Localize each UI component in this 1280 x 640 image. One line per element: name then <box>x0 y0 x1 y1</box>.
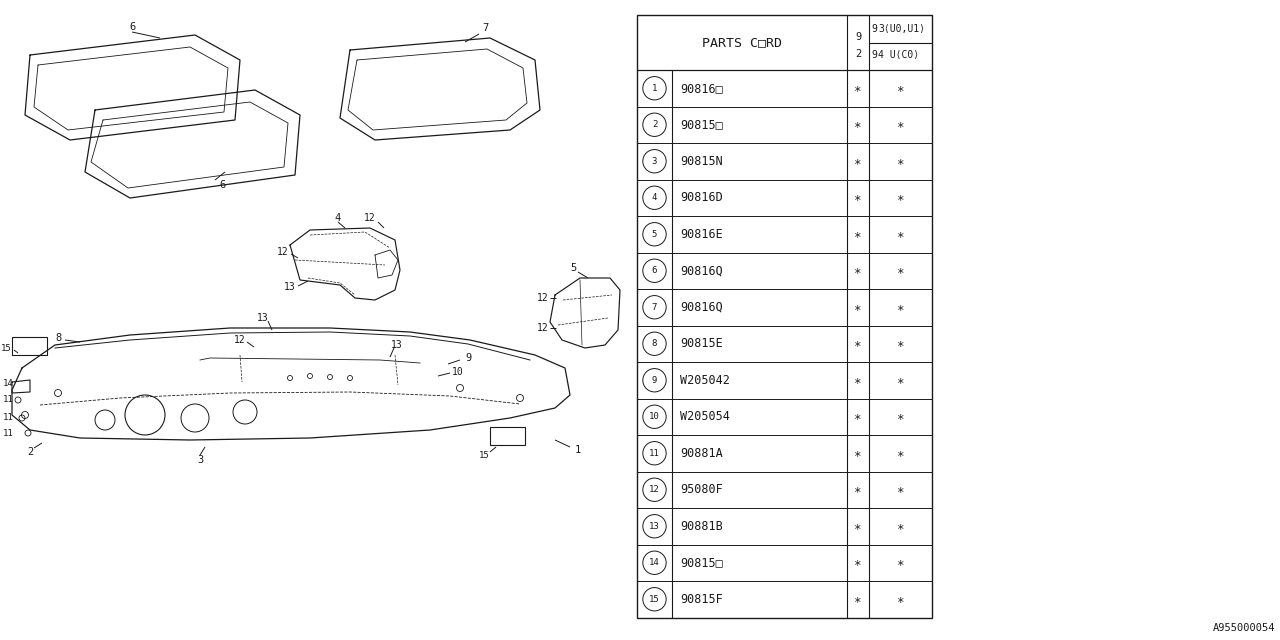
Text: 90881B: 90881B <box>680 520 723 532</box>
Text: 12: 12 <box>649 485 660 494</box>
Text: ∗: ∗ <box>897 410 904 423</box>
Text: 12: 12 <box>538 293 549 303</box>
Text: 11: 11 <box>3 429 13 438</box>
Text: ∗: ∗ <box>854 556 861 569</box>
Text: 6: 6 <box>219 180 225 190</box>
Text: ∗: ∗ <box>897 447 904 460</box>
Text: 12: 12 <box>364 213 376 223</box>
Text: 4 U⟨C0⟩: 4 U⟨C0⟩ <box>878 50 919 60</box>
Text: ∗: ∗ <box>897 118 904 131</box>
Text: 90881A: 90881A <box>680 447 723 460</box>
Text: 5: 5 <box>652 230 657 239</box>
Text: 13: 13 <box>257 313 269 323</box>
Text: ∗: ∗ <box>897 228 904 241</box>
Text: 90816Q: 90816Q <box>680 264 723 277</box>
Text: 8: 8 <box>652 339 657 348</box>
Text: 10: 10 <box>452 367 463 377</box>
Bar <box>637 15 932 618</box>
Text: 11: 11 <box>3 396 13 404</box>
Text: ∗: ∗ <box>854 264 861 277</box>
Text: 15: 15 <box>649 595 660 604</box>
Text: 15: 15 <box>0 344 12 353</box>
Text: 2: 2 <box>652 120 657 129</box>
Text: ∗: ∗ <box>854 155 861 168</box>
Text: 9: 9 <box>855 32 861 42</box>
Text: 9: 9 <box>652 376 657 385</box>
Text: ∗: ∗ <box>897 374 904 387</box>
Text: 95080F: 95080F <box>680 483 723 496</box>
Text: 14: 14 <box>3 378 13 387</box>
Text: ∗: ∗ <box>897 191 904 204</box>
Text: 9: 9 <box>870 24 877 34</box>
Text: ∗: ∗ <box>854 191 861 204</box>
Text: ∗: ∗ <box>897 337 904 350</box>
Text: 12: 12 <box>234 335 246 345</box>
Text: ∗: ∗ <box>897 520 904 532</box>
Text: 90815□: 90815□ <box>680 118 723 131</box>
Text: 90816E: 90816E <box>680 228 723 241</box>
Text: ∗: ∗ <box>854 301 861 314</box>
Text: ∗: ∗ <box>854 483 861 496</box>
Text: W205054: W205054 <box>680 410 730 423</box>
Text: ∗: ∗ <box>854 447 861 460</box>
Text: ∗: ∗ <box>854 337 861 350</box>
Text: 90816Q: 90816Q <box>680 301 723 314</box>
Text: 11: 11 <box>649 449 660 458</box>
Text: W205042: W205042 <box>680 374 730 387</box>
Text: 90815F: 90815F <box>680 593 723 605</box>
Text: ∗: ∗ <box>897 264 904 277</box>
Text: ∗: ∗ <box>854 118 861 131</box>
Text: 4: 4 <box>335 213 342 223</box>
Text: 8: 8 <box>55 333 61 343</box>
Text: 4: 4 <box>652 193 657 202</box>
Text: 13: 13 <box>649 522 660 531</box>
Text: 6: 6 <box>652 266 657 275</box>
Text: ∗: ∗ <box>897 593 904 605</box>
Text: 3: 3 <box>652 157 657 166</box>
Text: 1: 1 <box>652 84 657 93</box>
Text: ∗: ∗ <box>854 593 861 605</box>
Text: 13: 13 <box>392 340 403 350</box>
Text: 15: 15 <box>479 451 489 460</box>
Text: 7: 7 <box>481 23 488 33</box>
Bar <box>490 427 525 445</box>
Text: 90816□: 90816□ <box>680 82 723 95</box>
Text: ∗: ∗ <box>854 228 861 241</box>
Text: ∗: ∗ <box>854 410 861 423</box>
Text: 3: 3 <box>197 455 204 465</box>
Text: 12: 12 <box>278 247 289 257</box>
Text: 90815E: 90815E <box>680 337 723 350</box>
Text: 90815N: 90815N <box>680 155 723 168</box>
Text: 90816D: 90816D <box>680 191 723 204</box>
Text: 2: 2 <box>855 49 861 58</box>
Text: ∗: ∗ <box>897 155 904 168</box>
Text: 2: 2 <box>27 447 33 457</box>
Text: ∗: ∗ <box>897 301 904 314</box>
Text: 11: 11 <box>3 413 13 422</box>
Text: 7: 7 <box>652 303 657 312</box>
Text: ∗: ∗ <box>897 82 904 95</box>
Text: 6: 6 <box>129 22 136 32</box>
Text: 13: 13 <box>284 282 296 292</box>
Text: 9: 9 <box>870 50 877 60</box>
Text: 14: 14 <box>649 558 660 567</box>
Text: ∗: ∗ <box>854 82 861 95</box>
Text: PARTS C□RD: PARTS C□RD <box>701 36 782 49</box>
Text: ∗: ∗ <box>897 556 904 569</box>
Text: ∗: ∗ <box>897 483 904 496</box>
Text: A955000054: A955000054 <box>1212 623 1275 633</box>
Bar <box>12 337 47 355</box>
Text: 12: 12 <box>538 323 549 333</box>
Text: 5: 5 <box>570 263 576 273</box>
Text: 10: 10 <box>649 412 660 421</box>
Text: ∗: ∗ <box>854 374 861 387</box>
Text: 3⟨U0,U1⟩: 3⟨U0,U1⟩ <box>878 24 925 34</box>
Text: 1: 1 <box>575 445 581 455</box>
Text: 90815□: 90815□ <box>680 556 723 569</box>
Text: 9: 9 <box>465 353 471 363</box>
Text: ∗: ∗ <box>854 520 861 532</box>
